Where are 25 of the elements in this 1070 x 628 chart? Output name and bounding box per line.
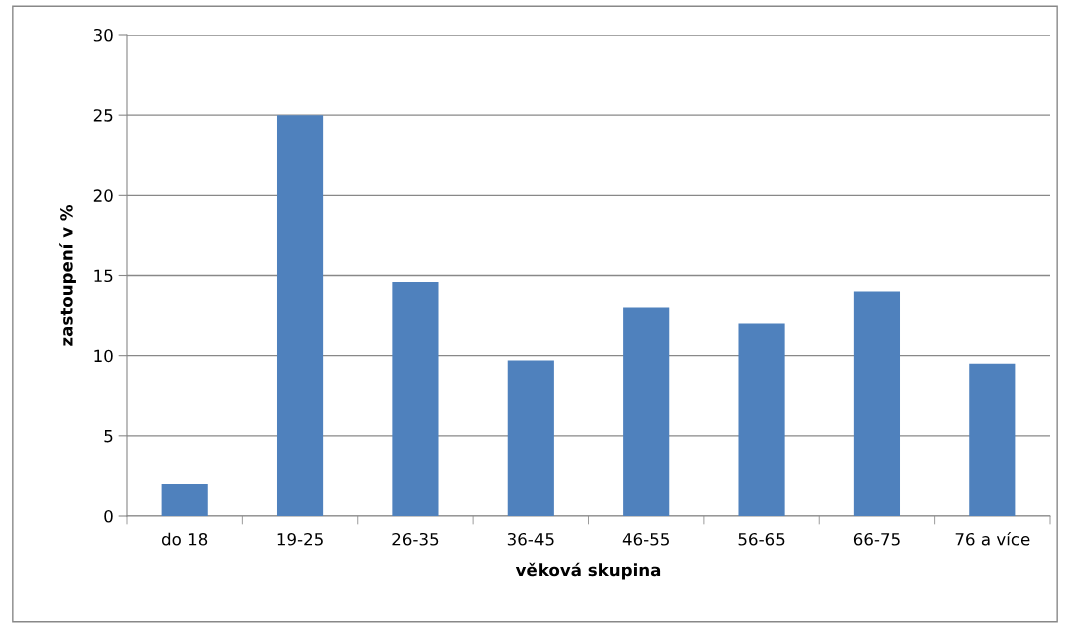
- bar: [161, 483, 208, 516]
- y-tick-label: 25: [93, 109, 113, 122]
- x-tick-label: 76 a více: [955, 532, 1030, 546]
- x-tick-label: do 18: [161, 532, 208, 546]
- bar: [853, 291, 901, 516]
- y-axis-title: zastoupení v %: [59, 204, 76, 346]
- y-tick-label: 5: [104, 430, 113, 443]
- y-tick-label: 20: [93, 189, 113, 202]
- x-tick-label: 56-65: [738, 532, 785, 546]
- x-tick-label: 19-25: [277, 532, 323, 546]
- y-tick-label: 10: [94, 349, 113, 363]
- bar: [392, 281, 439, 516]
- x-tick-label: 46-55: [622, 532, 669, 546]
- bar: [623, 307, 670, 516]
- x-tick-label: 66-75: [853, 532, 900, 546]
- y-tick-label: 0: [104, 509, 113, 523]
- y-tick-label: 15: [94, 269, 113, 283]
- bar: [969, 363, 1016, 516]
- x-tick-label: 36-45: [507, 532, 554, 546]
- x-tick-label: 26-35: [392, 532, 439, 546]
- x-axis-title: věková skupina: [515, 562, 661, 580]
- bar: [507, 360, 554, 516]
- bar: [738, 323, 785, 516]
- bar: [276, 115, 324, 516]
- y-tick-label: 30: [93, 28, 113, 42]
